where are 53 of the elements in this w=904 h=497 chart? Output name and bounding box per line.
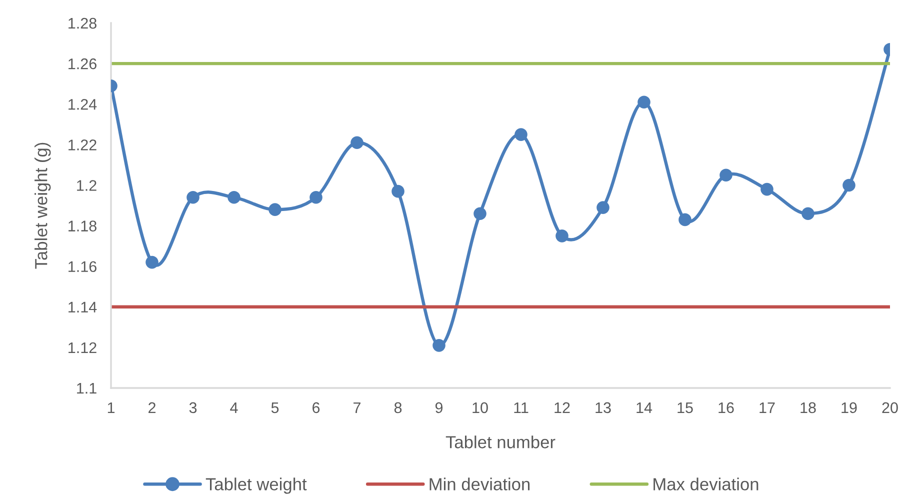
point (186, 190, 200, 204)
point (842, 178, 856, 192)
y-tick-label: 1.2 (77, 180, 96, 191)
x-tick-label: 5 (271, 402, 279, 414)
y-tick-label: 1.22 (68, 140, 96, 150)
point (350, 136, 364, 150)
y-tick-label: 1.28 (68, 18, 96, 29)
x-tick-label: 6 (312, 402, 320, 414)
point (514, 128, 528, 141)
x-tick-label: 19 (842, 402, 857, 414)
x-tick-label: 16 (718, 402, 734, 414)
x-tick-label: 13 (596, 402, 611, 414)
x-tick-label: 20 (882, 402, 898, 414)
point (268, 203, 282, 216)
point (310, 190, 322, 204)
legend-label: Max deviation (654, 478, 758, 490)
y-tick-label: 1.24 (68, 98, 97, 110)
point (720, 168, 732, 182)
x-tick-label: 3 (189, 402, 197, 414)
y-tick-label: 1.14 (68, 302, 97, 312)
point (432, 339, 446, 352)
point (760, 182, 774, 196)
x-tick-label: 15 (678, 402, 693, 414)
x-tick-label: 4 (230, 402, 238, 413)
x-tick-label: 10 (472, 402, 488, 414)
legend-label: Tablet weight (206, 478, 307, 494)
point (146, 256, 158, 269)
point (678, 213, 692, 226)
y-tick-label: 1.1 (77, 383, 96, 394)
y-tick-label: 1.18 (68, 220, 96, 232)
point (802, 207, 814, 220)
x-tick-label: 11 (514, 402, 528, 413)
y-tick-label: 1.12 (68, 342, 96, 353)
point (638, 96, 650, 108)
point (228, 190, 240, 204)
y-axis-title: Tablet weight (g) (34, 142, 51, 269)
x-tick-label: 8 (394, 402, 402, 414)
legend-label: Min deviation (430, 478, 530, 490)
x-tick-label: 9 (435, 402, 443, 414)
x-tick-label: 7 (354, 402, 360, 413)
point (556, 230, 568, 242)
x-tick-label: 2 (148, 402, 156, 413)
x-tick-label: 17 (760, 402, 775, 413)
point (596, 201, 610, 214)
x-tick-label: 1 (108, 402, 115, 413)
y-tick-label: 1.16 (68, 261, 96, 272)
x-axis-title: Tablet number (446, 436, 556, 448)
point (474, 207, 486, 220)
x-tick-label: 14 (636, 402, 652, 413)
point (392, 184, 404, 198)
x-tick-label: 12 (554, 402, 570, 413)
x-tick-label: 18 (800, 402, 816, 414)
y-tick-label: 1.26 (68, 58, 96, 70)
